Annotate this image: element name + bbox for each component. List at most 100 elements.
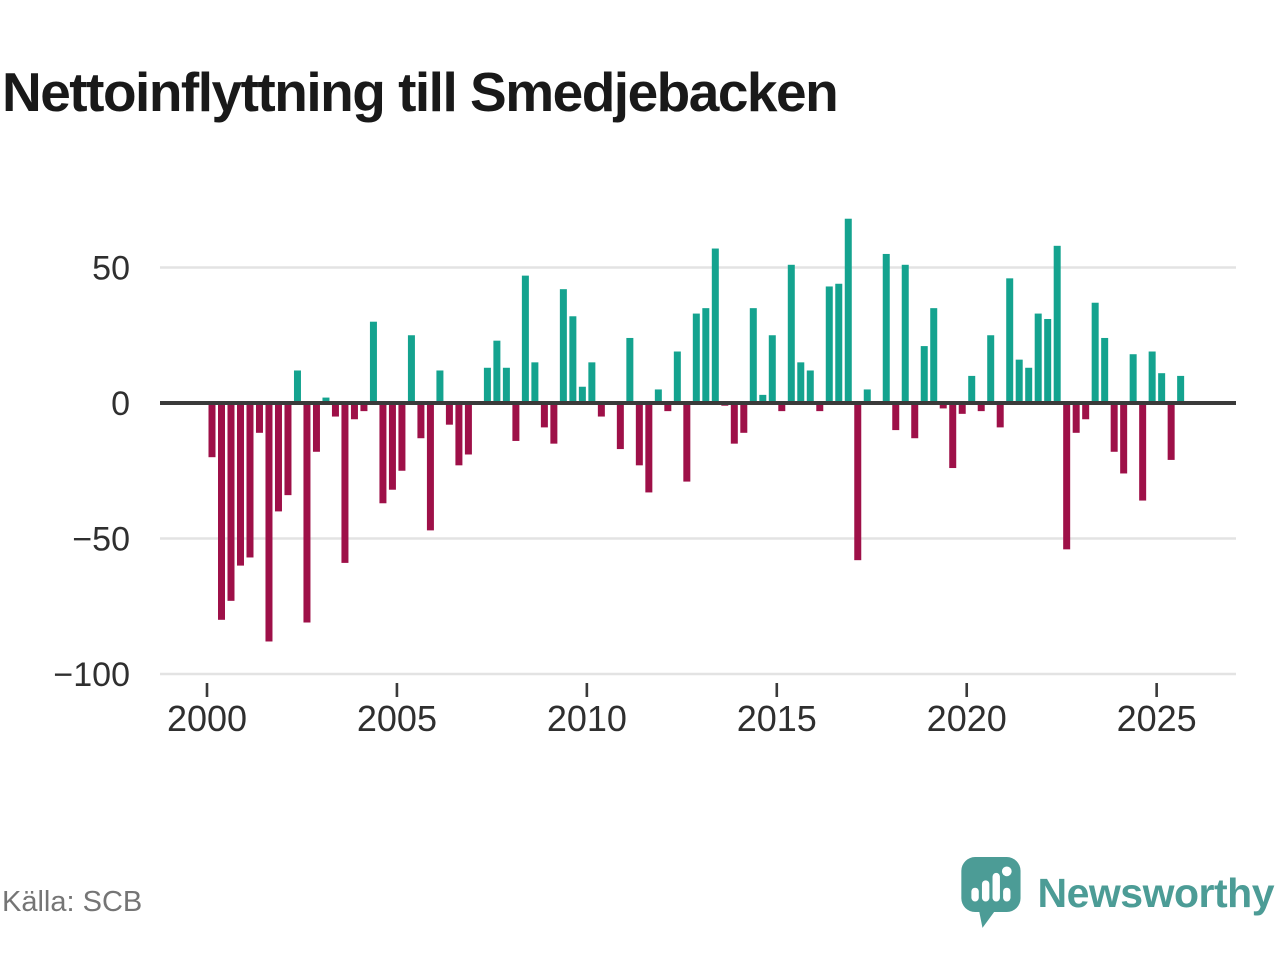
logo-bar-medium (981, 880, 989, 902)
bar (797, 362, 805, 403)
source-note: Källa: SCB (2, 886, 143, 918)
bar (360, 403, 368, 412)
bar (1110, 403, 1118, 452)
bar (825, 286, 833, 403)
x-tick-label: 2015 (737, 698, 817, 739)
bar (863, 389, 871, 403)
bar (930, 308, 938, 403)
bar (312, 403, 320, 452)
bar (749, 308, 757, 403)
bar (1129, 354, 1137, 403)
bar (569, 316, 577, 403)
bar (1139, 403, 1147, 501)
bar (1120, 403, 1128, 474)
bar (1148, 351, 1156, 403)
bar (1072, 403, 1080, 433)
bar (578, 386, 586, 403)
bar (996, 403, 1004, 428)
bar (683, 403, 691, 482)
bar (322, 397, 330, 403)
bar (236, 403, 244, 566)
bar (388, 403, 396, 490)
logo-exclamation-bar (1002, 887, 1010, 902)
bar (882, 253, 890, 403)
bar (208, 403, 216, 458)
bar (958, 403, 966, 414)
bar (778, 403, 786, 412)
bar (512, 403, 520, 441)
bar (835, 283, 843, 403)
bar-chart-speech-bubble-icon (960, 857, 1021, 928)
x-tick-label: 2025 (1117, 698, 1197, 739)
bar (293, 370, 301, 403)
x-tick-label: 2020 (927, 698, 1007, 739)
chart-title: Nettoinflyttning till Smedjebacken (2, 60, 839, 123)
bar (740, 403, 748, 433)
bar (1091, 302, 1099, 403)
bar (1015, 359, 1023, 403)
y-tick-label: 0 (111, 385, 130, 423)
bar (246, 403, 254, 558)
bar (816, 403, 824, 412)
bar (588, 362, 596, 403)
y-tick-label: −50 (72, 520, 130, 558)
bar (407, 335, 415, 403)
bar (464, 403, 472, 455)
y-tick-label: −100 (53, 656, 130, 694)
bar (540, 403, 548, 428)
bar (901, 264, 909, 403)
bar (274, 403, 282, 512)
bar (987, 335, 995, 403)
bar (673, 351, 681, 403)
bar (227, 403, 235, 601)
bar (521, 275, 529, 403)
bar (265, 403, 273, 642)
bar (920, 346, 928, 403)
bar (949, 403, 957, 469)
bar (1006, 278, 1014, 403)
bar (702, 308, 710, 403)
bar (493, 340, 501, 403)
brand-footer: Newsworthy (960, 856, 1275, 930)
bar (844, 218, 852, 403)
bar (854, 403, 862, 561)
bar (1063, 403, 1071, 550)
bar (284, 403, 292, 496)
bar (711, 248, 719, 403)
bar (939, 403, 947, 409)
bar-chart: 50 0 −50 −100 2000 2005 2010 2015 2020 2025 (53, 218, 1236, 739)
bar (654, 389, 662, 403)
x-tick-label: 2010 (547, 698, 627, 739)
bar (597, 403, 605, 417)
bar (1053, 245, 1061, 403)
bar (369, 321, 377, 403)
bar (806, 370, 814, 403)
bar (303, 403, 311, 623)
bar (1158, 373, 1166, 403)
bar (645, 403, 653, 493)
bar (1025, 367, 1033, 403)
bar (379, 403, 387, 504)
bar (664, 403, 672, 412)
bar (911, 403, 919, 439)
bar (417, 403, 425, 439)
bar (436, 370, 444, 403)
speech-bubble-shape (960, 857, 1021, 928)
bar (398, 403, 406, 471)
bar (341, 403, 349, 563)
bar (616, 403, 624, 450)
bar (559, 289, 567, 403)
bar (1034, 313, 1042, 403)
bar (455, 403, 463, 466)
bar (550, 403, 558, 444)
bar (1101, 337, 1109, 403)
logo-bar-tall (992, 872, 1000, 902)
bar (768, 335, 776, 403)
bar (502, 367, 510, 403)
bar (350, 403, 358, 420)
bar (692, 313, 700, 403)
bar (977, 403, 985, 412)
bar (1167, 403, 1175, 460)
brand-name: Newsworthy (1037, 869, 1275, 916)
